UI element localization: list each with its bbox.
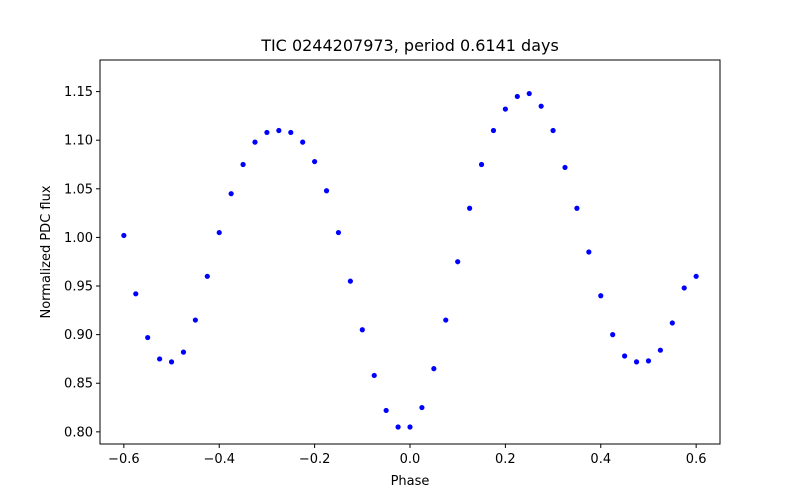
data-point (145, 334, 151, 341)
data-point (502, 106, 508, 112)
y-tick-label: 0.80 (64, 425, 93, 440)
y-tick-label: 1.00 (64, 231, 93, 246)
data-point (240, 161, 246, 168)
y-tick-label: 0.95 (64, 280, 93, 295)
data-point (371, 372, 377, 379)
y-tick-label: 0.90 (64, 328, 93, 343)
data-point (693, 273, 699, 279)
data-point (610, 332, 616, 338)
data-point (347, 278, 353, 284)
data-point (574, 205, 580, 211)
data-point (407, 424, 413, 430)
x-tick-label: 0.4 (590, 452, 611, 467)
data-point (669, 320, 675, 326)
data-point (490, 127, 497, 134)
data-point (478, 161, 485, 168)
x-tick-label: −0.4 (203, 452, 235, 467)
y-tick-label: 1.10 (64, 134, 93, 149)
data-point (681, 285, 687, 291)
data-point (300, 139, 306, 145)
data-point (157, 356, 163, 362)
data-point (431, 366, 437, 372)
data-point (276, 127, 282, 134)
y-axis-ticks: 0.80 0.85 0.90 0.95 1.00 1.05 1.10 1.15 (64, 85, 100, 440)
data-point (192, 317, 198, 323)
data-point (657, 347, 663, 353)
chart-title: TIC 0244207973, period 0.6141 days (260, 36, 559, 55)
data-point (586, 249, 592, 255)
plot-area (100, 60, 720, 444)
data-point (323, 188, 330, 194)
x-tick-label: 0.0 (400, 452, 421, 467)
x-tick-label: −0.2 (299, 452, 331, 467)
x-axis-label: Phase (391, 474, 430, 489)
data-point (395, 424, 401, 430)
data-point (598, 293, 604, 299)
x-axis-ticks: −0.6 −0.4 −0.2 0.0 0.2 0.4 0.6 (108, 444, 706, 467)
data-point (180, 349, 187, 355)
x-tick-label: −0.6 (108, 452, 140, 467)
data-point (228, 191, 234, 197)
data-point (633, 359, 640, 365)
data-point (133, 291, 139, 297)
y-axis-label: Normalized PDC flux (39, 185, 54, 318)
x-tick-label: 0.6 (686, 452, 707, 467)
data-point (622, 353, 628, 359)
x-tick-label: 0.2 (495, 452, 516, 467)
data-point (455, 259, 461, 265)
data-points (121, 90, 699, 430)
data-point (168, 359, 175, 365)
data-point (562, 164, 568, 171)
data-point (526, 90, 532, 97)
data-point (335, 229, 342, 236)
data-point (204, 273, 210, 279)
data-point (216, 229, 222, 236)
data-point (538, 103, 544, 109)
data-point (467, 205, 473, 211)
y-tick-label: 0.85 (64, 377, 93, 392)
y-tick-label: 1.15 (64, 85, 93, 100)
data-point (359, 327, 365, 333)
data-point (383, 407, 389, 414)
data-point (419, 404, 425, 411)
data-point (288, 129, 294, 136)
data-point (264, 129, 270, 136)
data-point (514, 93, 520, 100)
y-tick-label: 1.05 (64, 182, 93, 197)
data-point (443, 317, 449, 323)
data-point (312, 158, 318, 165)
data-point (550, 127, 556, 134)
data-point (252, 139, 258, 145)
data-point (121, 232, 127, 239)
data-point (645, 358, 652, 364)
